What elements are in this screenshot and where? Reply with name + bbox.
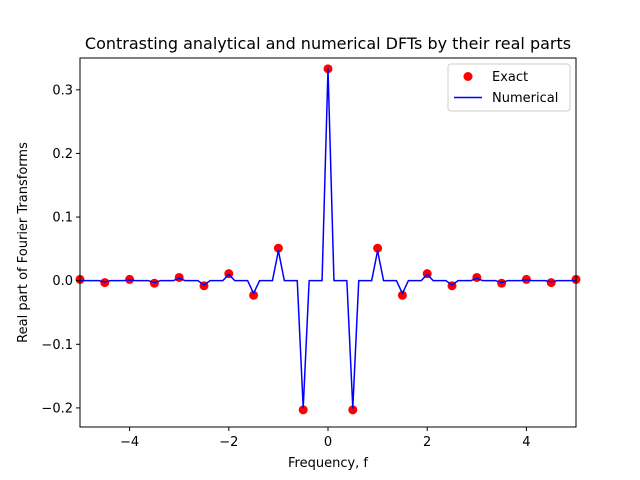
legend-box bbox=[447, 63, 571, 112]
series-layer bbox=[75, 64, 581, 415]
y-tick-label: −0.1 bbox=[41, 338, 73, 353]
x-tick-label: 2 bbox=[423, 435, 431, 450]
numerical-line bbox=[80, 68, 576, 409]
legend-label-numerical: Numerical bbox=[492, 91, 558, 106]
y-axis-label: Real part of Fourier Transforms bbox=[16, 142, 31, 343]
plot-frame bbox=[80, 58, 576, 427]
exact-point bbox=[397, 290, 407, 300]
legend-label-exact: Exact bbox=[492, 70, 528, 85]
chart-title: Contrasting analytical and numerical DFT… bbox=[85, 34, 571, 53]
exact-point bbox=[373, 243, 383, 253]
x-tick-label: −2 bbox=[219, 435, 238, 450]
legend: Exact Numerical bbox=[447, 63, 571, 112]
x-tick-label: 0 bbox=[324, 435, 332, 450]
plot-border bbox=[79, 57, 577, 428]
x-tick-label: −4 bbox=[120, 435, 139, 450]
x-tick-label: 4 bbox=[522, 435, 530, 450]
y-tick-label: 0.2 bbox=[52, 147, 73, 162]
exact-point bbox=[348, 405, 358, 415]
exact-point bbox=[273, 243, 283, 253]
exact-point bbox=[298, 405, 308, 415]
x-axis-label: Frequency, f bbox=[288, 456, 368, 471]
exact-point bbox=[249, 290, 259, 300]
tick-layer: −4 −2 0 2 4 −0.2 −0.1 0.0 0.1 0.2 0.3 bbox=[41, 83, 530, 450]
y-tick-label: 0.1 bbox=[52, 211, 73, 226]
y-tick-label: 0.3 bbox=[52, 83, 73, 98]
y-tick-label: 0.0 bbox=[52, 274, 73, 289]
y-tick-label: −0.2 bbox=[41, 401, 73, 416]
legend-marker-exact bbox=[463, 72, 473, 81]
